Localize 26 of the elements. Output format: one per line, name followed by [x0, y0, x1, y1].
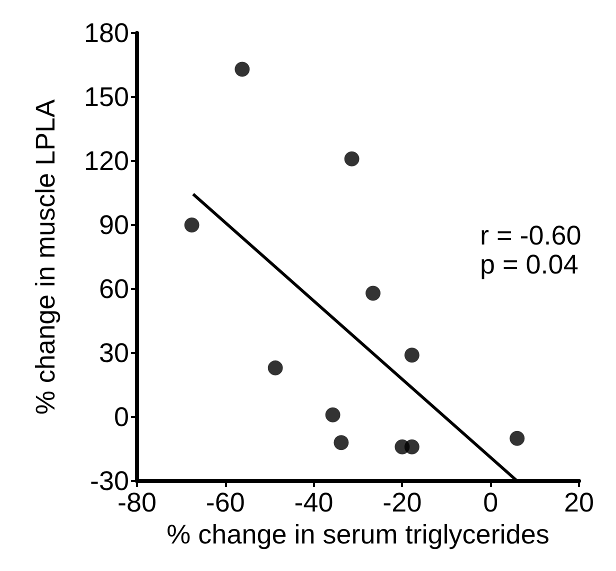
point	[404, 439, 420, 454]
x-tick-label: 0	[483, 488, 498, 518]
x-tick-label: -40	[294, 488, 334, 518]
y-tick-label: 120	[84, 146, 129, 176]
y-tick-label: 150	[84, 82, 129, 112]
point	[234, 62, 250, 77]
y-axis-title: % change in muscle LPLA	[30, 99, 60, 415]
x-tick-label: -20	[382, 488, 422, 518]
point	[184, 218, 200, 232]
point	[344, 151, 360, 166]
point	[404, 348, 420, 363]
annotation: r = -0.60	[480, 220, 582, 250]
y-tick-label: 90	[98, 210, 129, 240]
y-tick-label: 60	[98, 274, 129, 304]
x-tick-label: -60	[206, 488, 245, 518]
y-tick-label: 180	[84, 18, 129, 48]
x-tick-label: 20	[564, 488, 594, 518]
point	[366, 286, 381, 301]
point	[268, 360, 283, 376]
annotation: p = 0.04	[480, 250, 578, 280]
y-tick-label: 0	[114, 402, 129, 432]
x-axis-title: % change in serum triglycerides	[166, 520, 550, 550]
point	[334, 435, 349, 450]
y-tick-label: 30	[98, 338, 129, 368]
point	[510, 430, 525, 446]
point	[325, 407, 340, 422]
